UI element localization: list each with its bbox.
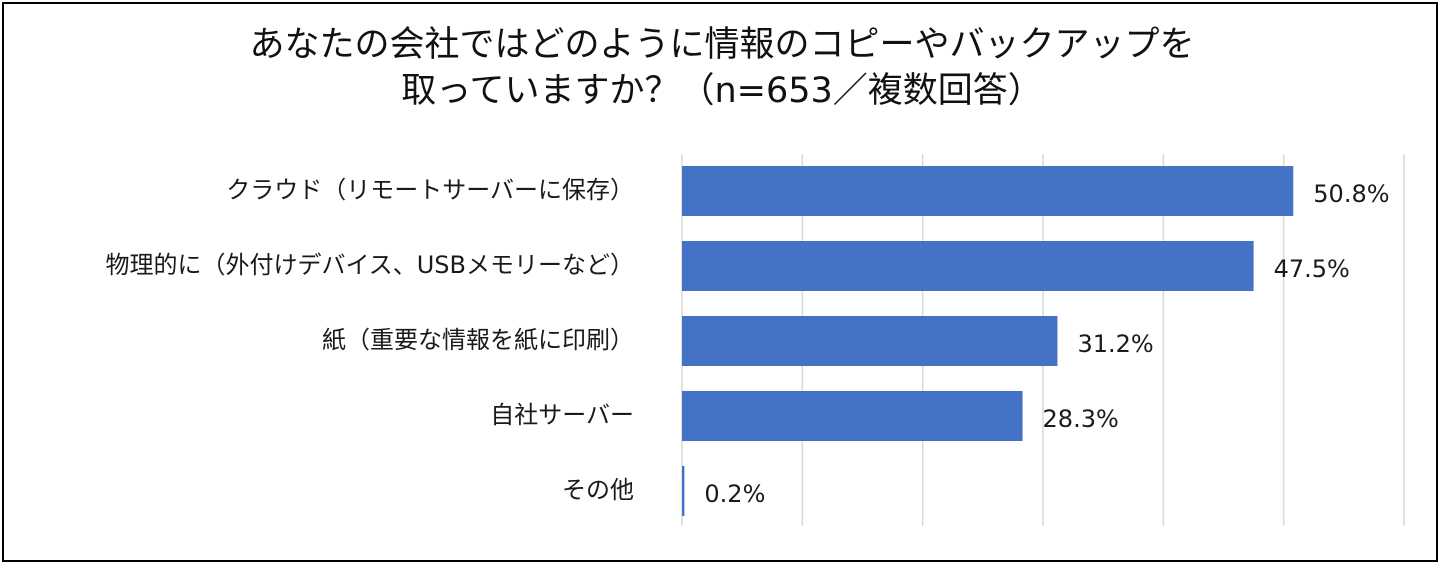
category-label: 紙（重要な情報を紙に印刷） [322, 326, 634, 354]
chart-title-line-2: 取っていますか？（n=653／複数回答） [401, 71, 1043, 111]
category-label: その他 [562, 476, 634, 504]
bar [682, 166, 1294, 216]
chart-title: あなたの会社ではどのように情報のコピーやバックアップを 取っていますか？（n=6… [4, 22, 1440, 114]
data-label: 47.5% [1274, 255, 1350, 283]
category-label: 自社サーバー [490, 401, 634, 429]
bar [682, 241, 1254, 291]
data-label: 0.2% [704, 480, 765, 508]
chart-title-line-1: あなたの会社ではどのように情報のコピーやバックアップを [249, 25, 1195, 65]
category-label: クラウド（リモートサーバーに保存） [226, 176, 634, 204]
data-label: 31.2% [1077, 330, 1153, 358]
bar [682, 316, 1058, 366]
bar [682, 466, 685, 516]
category-label: 物理的に（外付けデバイス、USBメモリーなど） [105, 251, 634, 279]
data-label: 28.3% [1043, 405, 1119, 433]
data-label: 50.8% [1313, 180, 1389, 208]
bar [682, 391, 1023, 441]
